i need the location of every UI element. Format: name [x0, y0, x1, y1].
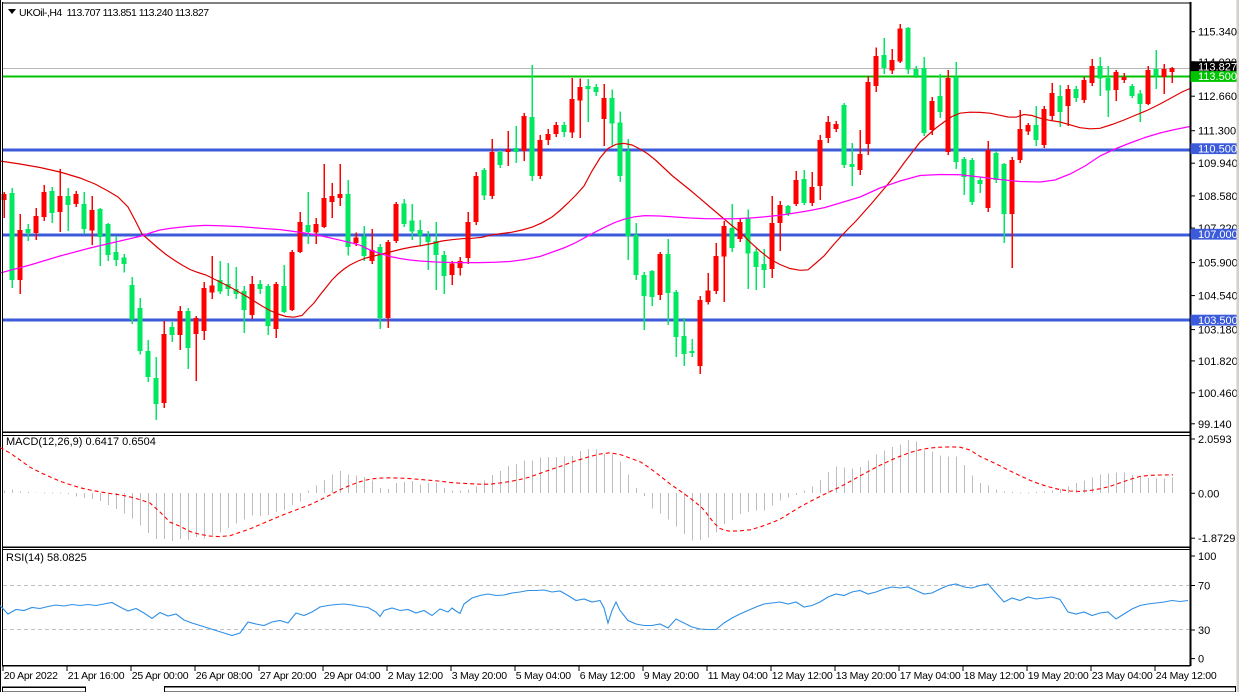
svg-text:6 May 12:00: 6 May 12:00 [580, 670, 635, 682]
svg-text:18 May 12:00: 18 May 12:00 [964, 670, 1025, 682]
svg-text:24 May 12:00: 24 May 12:00 [1156, 670, 1217, 682]
svg-text:UKOil-,H4 113.707 113.851 113: UKOil-,H4 113.707 113.851 113.240 113.82… [19, 7, 209, 19]
svg-text:105.900: 105.900 [1198, 258, 1238, 270]
svg-text:27 Apr 20:00: 27 Apr 20:00 [260, 670, 317, 682]
svg-text:23 May 04:00: 23 May 04:00 [1092, 670, 1153, 682]
svg-text:21 Apr 16:00: 21 Apr 16:00 [68, 670, 125, 682]
svg-text:109.940: 109.940 [1198, 158, 1238, 170]
svg-text:104.540: 104.540 [1198, 291, 1238, 303]
svg-text:101.820: 101.820 [1198, 356, 1238, 368]
svg-text:0.00: 0.00 [1198, 488, 1219, 500]
svg-text:107.000: 107.000 [1198, 229, 1238, 241]
svg-text:0: 0 [1198, 654, 1204, 666]
svg-text:5 May 04:00: 5 May 04:00 [516, 670, 571, 682]
svg-text:113.500: 113.500 [1198, 71, 1237, 83]
svg-text:30: 30 [1198, 625, 1210, 637]
svg-text:19 May 20:00: 19 May 20:00 [1028, 670, 1089, 682]
svg-text:17 May 04:00: 17 May 04:00 [900, 670, 961, 682]
svg-text:9 May 20:00: 9 May 20:00 [644, 670, 699, 682]
svg-text:20 Apr 2022: 20 Apr 2022 [4, 670, 58, 682]
svg-text:111.300: 111.300 [1198, 126, 1236, 138]
svg-text:3 May 20:00: 3 May 20:00 [452, 670, 507, 682]
svg-text:13 May 20:00: 13 May 20:00 [836, 670, 897, 682]
svg-text:110.500: 110.500 [1198, 143, 1237, 155]
svg-text:25 Apr 00:00: 25 Apr 00:00 [132, 670, 189, 682]
svg-text:RSI(14) 58.0825: RSI(14) 58.0825 [6, 552, 87, 564]
svg-text:29 Apr 04:00: 29 Apr 04:00 [324, 670, 381, 682]
svg-text:26 Apr 08:00: 26 Apr 08:00 [196, 670, 253, 682]
svg-text:103.500: 103.500 [1198, 315, 1238, 327]
svg-text:99.140: 99.140 [1198, 419, 1232, 431]
svg-text:-1.8729: -1.8729 [1198, 533, 1235, 545]
svg-text:2 May 12:00: 2 May 12:00 [388, 670, 443, 682]
svg-text:112.660: 112.660 [1198, 91, 1237, 103]
svg-text:11 May 04:00: 11 May 04:00 [708, 670, 768, 682]
svg-text:MACD(12,26,9) 0.6417 0.6504: MACD(12,26,9) 0.6417 0.6504 [6, 436, 156, 448]
svg-text:70: 70 [1198, 581, 1210, 593]
svg-text:100: 100 [1198, 551, 1216, 563]
svg-text:2.0593: 2.0593 [1198, 434, 1232, 446]
svg-text:100.460: 100.460 [1198, 388, 1238, 400]
svg-text:12 May 12:00: 12 May 12:00 [772, 670, 833, 682]
svg-text:108.580: 108.580 [1198, 191, 1238, 203]
svg-text:115.340: 115.340 [1198, 27, 1237, 39]
